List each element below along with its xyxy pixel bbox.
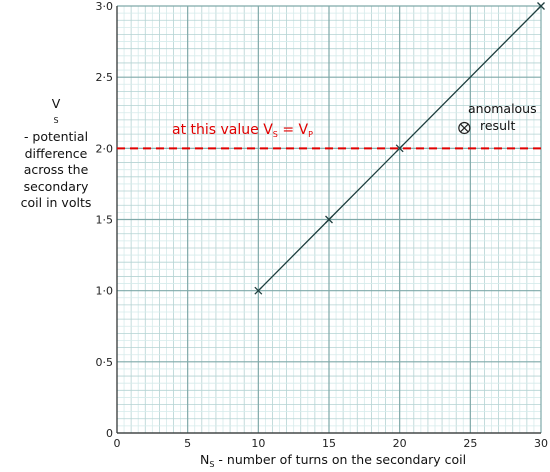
y-tick-label: 2·5 <box>96 71 114 84</box>
x-axis-label: NS - number of turns on the secondary co… <box>200 452 467 469</box>
y-tick-label: 0 <box>106 427 113 440</box>
data-point <box>254 286 263 295</box>
data-point <box>325 215 333 224</box>
y-tick-label: 1·5 <box>96 214 114 227</box>
data-point <box>537 2 545 10</box>
data-point-cross <box>254 286 263 295</box>
x-tick-label: 20 <box>393 437 407 450</box>
anomalous-cross <box>460 123 469 133</box>
y-tick-label: 1·0 <box>96 285 114 298</box>
tick-labels: 0 5 10 15 20 25 30 0 0·5 1·0 1·5 2·0 2·5 3·0 <box>96 0 549 450</box>
reference-line-label: at this value VS = VP <box>172 122 313 139</box>
x-tick-label: 15 <box>322 437 336 450</box>
x-tick-label: 0 <box>114 437 121 450</box>
x-tick-label: 10 <box>251 437 265 450</box>
data-point-cross <box>395 144 404 153</box>
anomalous-marker <box>458 121 471 135</box>
x-tick-label: 25 <box>463 437 477 450</box>
data-point <box>395 144 404 153</box>
anomalous-label-line2: result <box>480 118 516 133</box>
y-tick-label: 0·5 <box>96 356 114 369</box>
data-point-cross <box>537 2 545 10</box>
series <box>254 2 545 295</box>
anomalous-label-line1: anomalous <box>468 101 537 116</box>
x-tick-label: 5 <box>184 437 191 450</box>
axes <box>116 6 541 434</box>
data-point-cross <box>325 215 333 224</box>
x-tick-label: 30 <box>534 437 548 450</box>
series-line <box>257 5 542 292</box>
anomalous-circle <box>458 121 471 135</box>
y-tick-label: 2·0 <box>96 142 114 155</box>
y-tick-label: 3·0 <box>96 0 114 13</box>
